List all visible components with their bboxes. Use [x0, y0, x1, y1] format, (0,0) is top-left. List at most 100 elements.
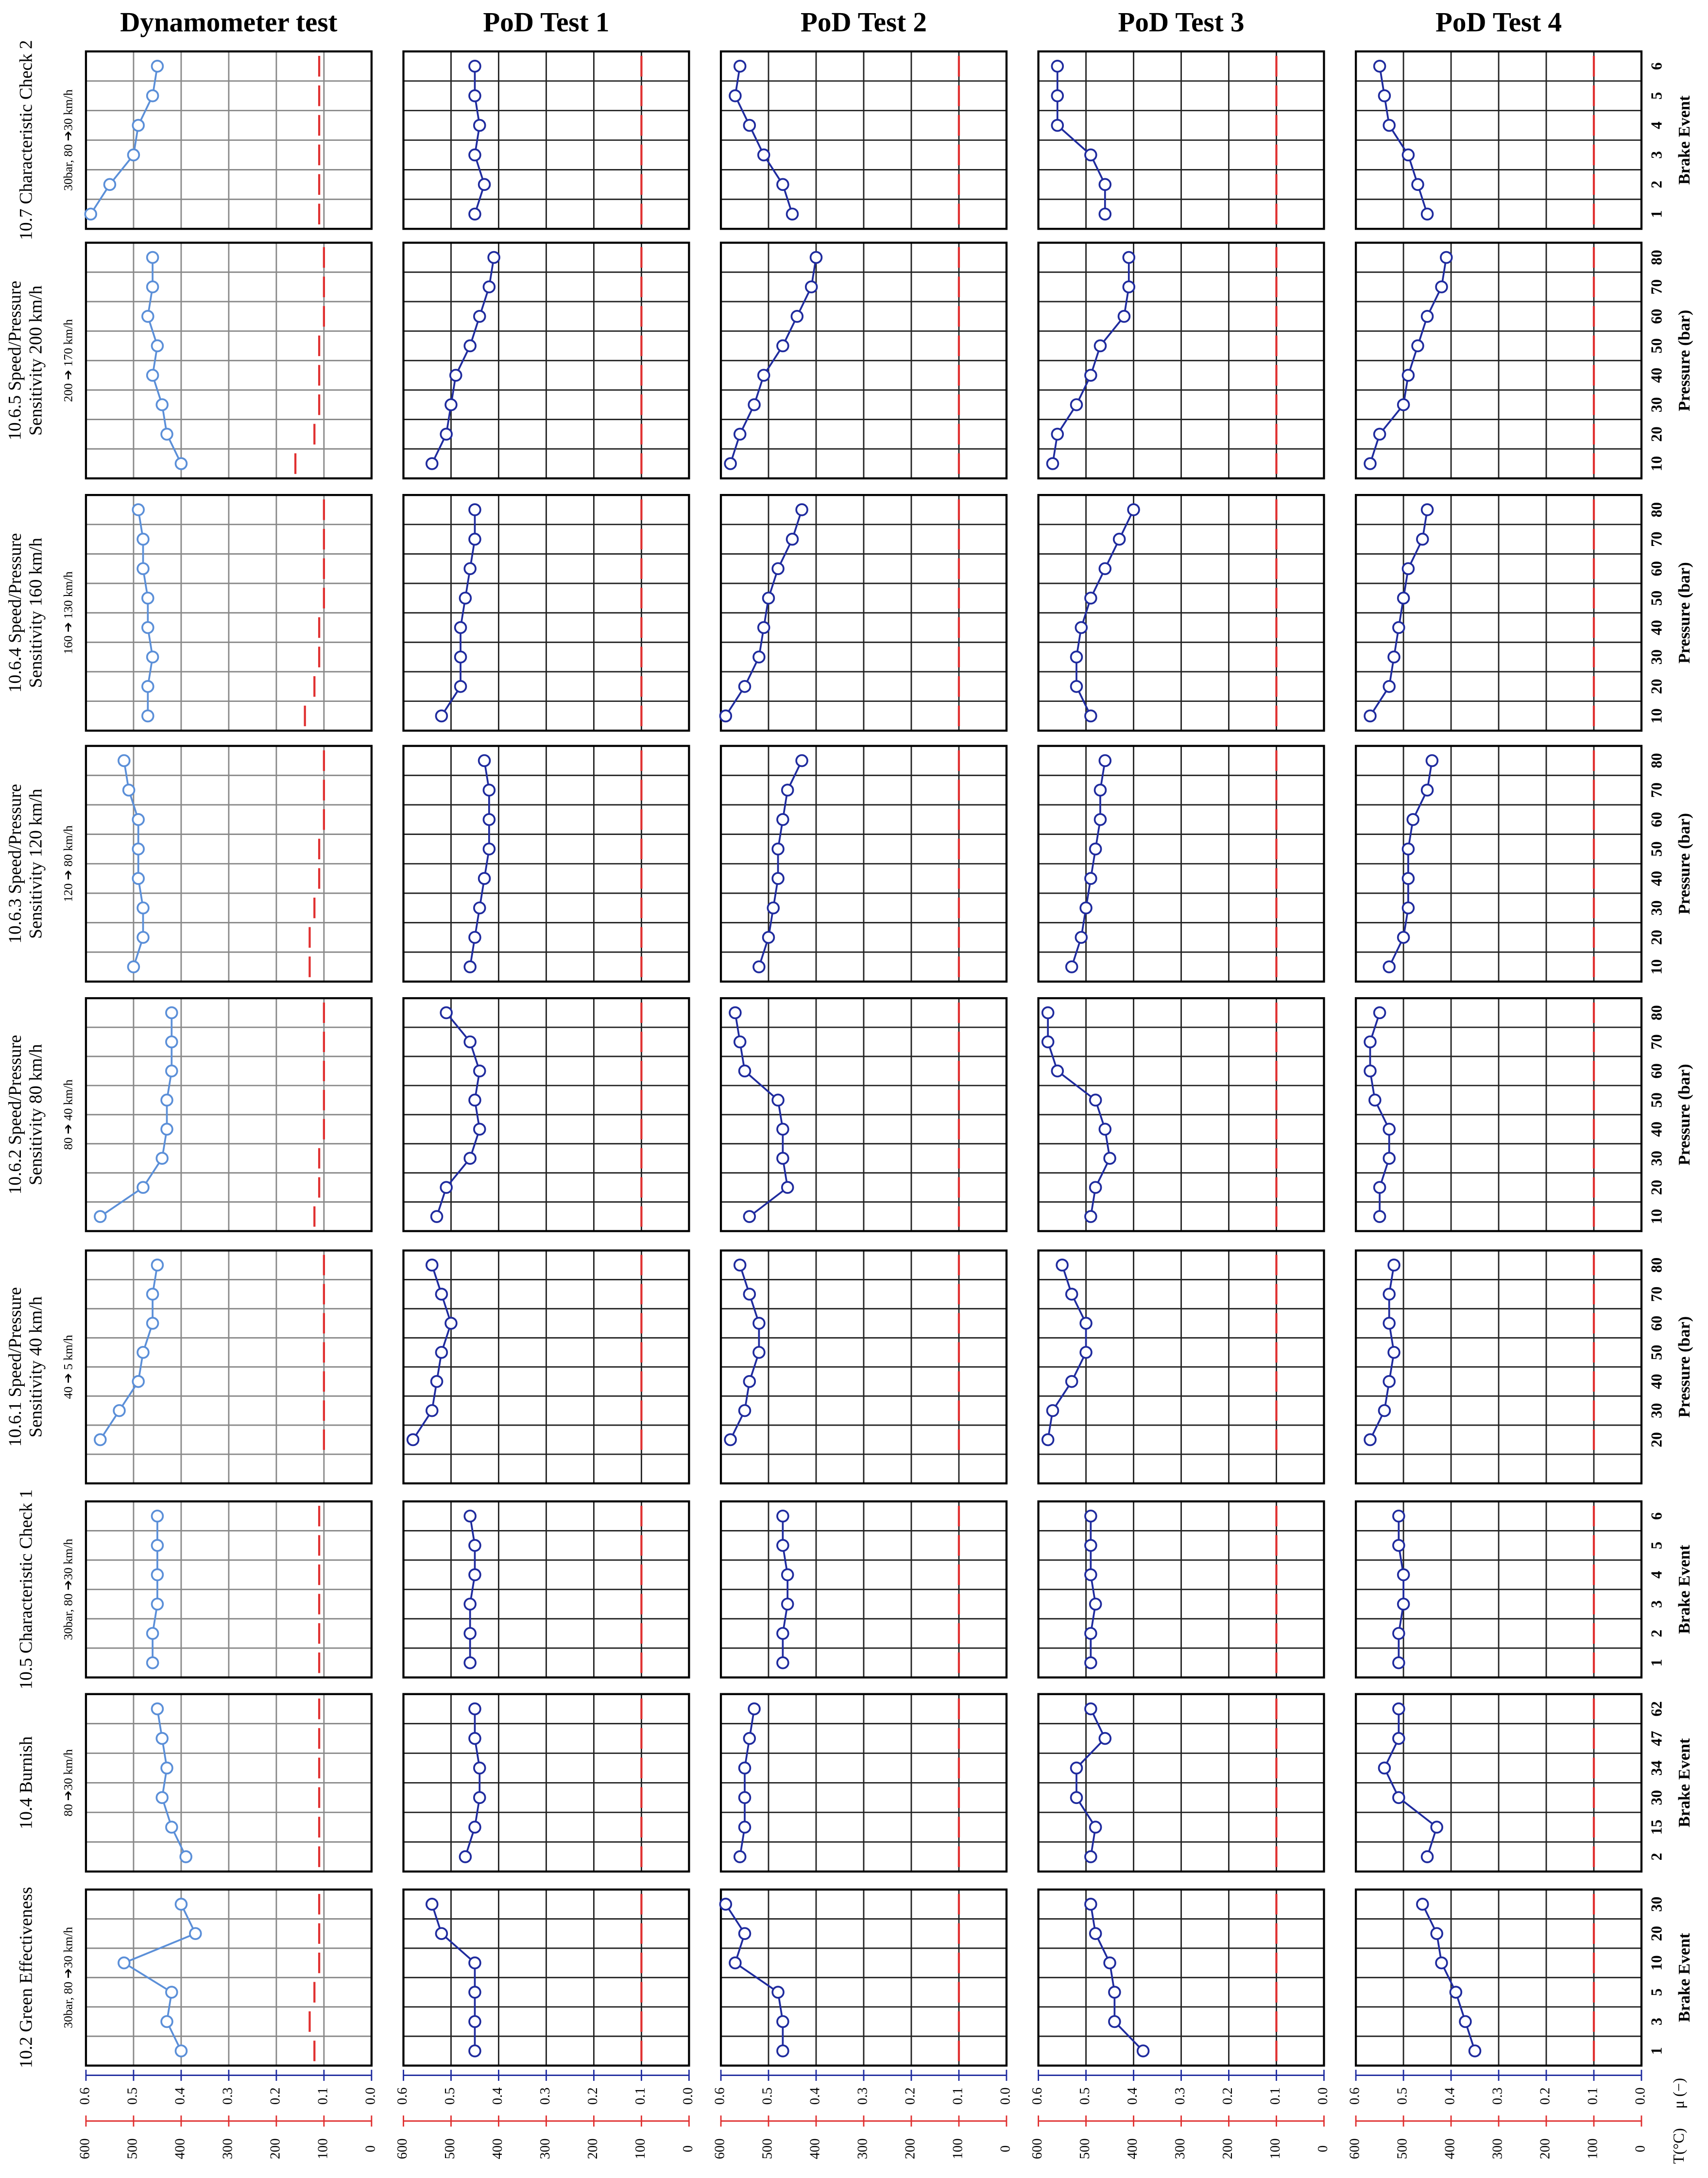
mu-marker	[1401, 148, 1415, 162]
panel-frame	[1354, 50, 1643, 230]
panel-frame	[402, 493, 690, 732]
mu-marker	[463, 1627, 477, 1640]
y-tick-label: 80	[1648, 1005, 1665, 1020]
panel-frame	[1354, 1693, 1643, 1873]
panel-frame	[85, 1693, 373, 1873]
mu-marker	[1056, 1259, 1069, 1272]
mu-marker	[1070, 1791, 1083, 1804]
y-tick-label: 5	[1648, 1542, 1665, 1549]
mu-marker	[468, 89, 481, 102]
y-tick-label: 6	[1648, 62, 1665, 70]
mu-marker	[478, 178, 491, 191]
row-subtitle: 120 ➔ 80 km/h	[61, 825, 75, 902]
mu-marker	[729, 89, 742, 102]
mu-marker	[1089, 1598, 1102, 1611]
y-tick-label: 50	[1648, 1092, 1665, 1107]
y-tick-label: 10	[1648, 1209, 1665, 1224]
mu-marker	[141, 680, 154, 693]
mu-marker	[137, 1345, 150, 1359]
mu-marker	[771, 842, 785, 856]
mu-marker	[146, 1656, 159, 1669]
mu-marker	[468, 148, 481, 162]
mu-marker	[151, 60, 164, 73]
mu-marker	[146, 280, 159, 293]
mu-marker	[733, 1850, 747, 1863]
x2-tick-label: 100	[633, 2138, 648, 2159]
panel-frame	[1037, 997, 1325, 1232]
column-title: PoD Test 4	[1435, 7, 1562, 38]
x2-tick-label: 500	[760, 2138, 775, 2159]
mu-marker	[1435, 1956, 1448, 1970]
mu-marker	[1411, 339, 1424, 353]
mu-marker	[776, 2044, 789, 2058]
mu-marker	[743, 1288, 756, 1301]
x-tick-label: 0.2	[268, 2088, 283, 2105]
mu-marker	[729, 1006, 742, 1020]
panel-frame	[402, 1249, 690, 1485]
mu-marker	[141, 621, 154, 634]
mu-marker	[1098, 754, 1112, 767]
x2-tick-label: 200	[268, 2138, 283, 2159]
row-subtitle: 80 ➔30 km/h	[61, 1749, 75, 1817]
mu-marker	[1075, 931, 1088, 944]
mu-marker	[1420, 1850, 1434, 1863]
y-tick-label: 2	[1648, 1630, 1665, 1637]
mu-marker	[1041, 1433, 1055, 1446]
mu-marker	[468, 1702, 481, 1716]
row-title: Sensitivity 40 km/h	[26, 1296, 46, 1437]
mu-marker	[146, 369, 159, 382]
panel-frame	[402, 241, 690, 479]
panel-frame	[1037, 1693, 1325, 1873]
row-title: 10.2 Green Effectiveness	[17, 1887, 36, 2068]
mu-marker	[1397, 1598, 1410, 1611]
mu-marker	[781, 1181, 794, 1194]
panel-frame	[719, 241, 1008, 479]
mu-marker	[752, 650, 766, 664]
mu-marker	[804, 280, 818, 293]
mu-marker	[743, 119, 756, 132]
y-tick-label: 5	[1648, 1989, 1665, 1996]
x2-tick-label: 500	[1395, 2138, 1410, 2159]
mu-marker	[1387, 1345, 1401, 1359]
x-tick-label: 0.6	[713, 2088, 728, 2105]
mu-marker	[478, 872, 491, 885]
mu-marker	[1392, 1656, 1405, 1669]
mu-marker	[724, 1433, 737, 1446]
mu-marker	[1449, 1986, 1463, 1999]
mu-marker	[132, 1375, 145, 1388]
panel-frame	[719, 1888, 1008, 2067]
row-title: Sensitivity 80 km/h	[26, 1044, 46, 1185]
mu-marker	[1136, 2044, 1150, 2058]
y-tick-label: 50	[1648, 591, 1665, 606]
mu-marker	[468, 2015, 481, 2028]
mu-marker	[781, 1568, 794, 1582]
x2-tick-label: 600	[1030, 2138, 1045, 2159]
column-title: PoD Test 3	[1118, 7, 1245, 38]
x2-tick-label: 600	[1348, 2138, 1363, 2159]
mu-marker	[757, 369, 770, 382]
panel-frame	[1354, 493, 1643, 732]
x2-axis-label: T(°C)	[1670, 2128, 1687, 2164]
mu-marker	[771, 1093, 785, 1107]
mu-marker	[435, 1927, 448, 1940]
mu-marker	[151, 1539, 164, 1552]
x2-tick-label: 600	[395, 2138, 410, 2159]
mu-marker	[1383, 1288, 1396, 1301]
mu-marker	[1435, 280, 1448, 293]
mu-marker	[1373, 1210, 1386, 1223]
x-tick-label: 0.3	[538, 2088, 553, 2105]
x-tick-label: 0.2	[1220, 2088, 1235, 2105]
mu-marker	[1089, 842, 1102, 856]
mu-marker	[776, 1656, 789, 1669]
mu-marker	[165, 1006, 178, 1020]
x-axis-label: μ (−)	[1670, 2078, 1687, 2109]
mu-marker	[146, 1317, 159, 1330]
panel-frame	[719, 1693, 1008, 1873]
mu-marker	[440, 427, 453, 441]
mu-marker	[733, 1035, 747, 1049]
mu-marker	[468, 2044, 481, 2058]
mu-marker	[1051, 427, 1064, 441]
mu-marker	[473, 119, 486, 132]
mu-marker	[151, 1702, 164, 1716]
